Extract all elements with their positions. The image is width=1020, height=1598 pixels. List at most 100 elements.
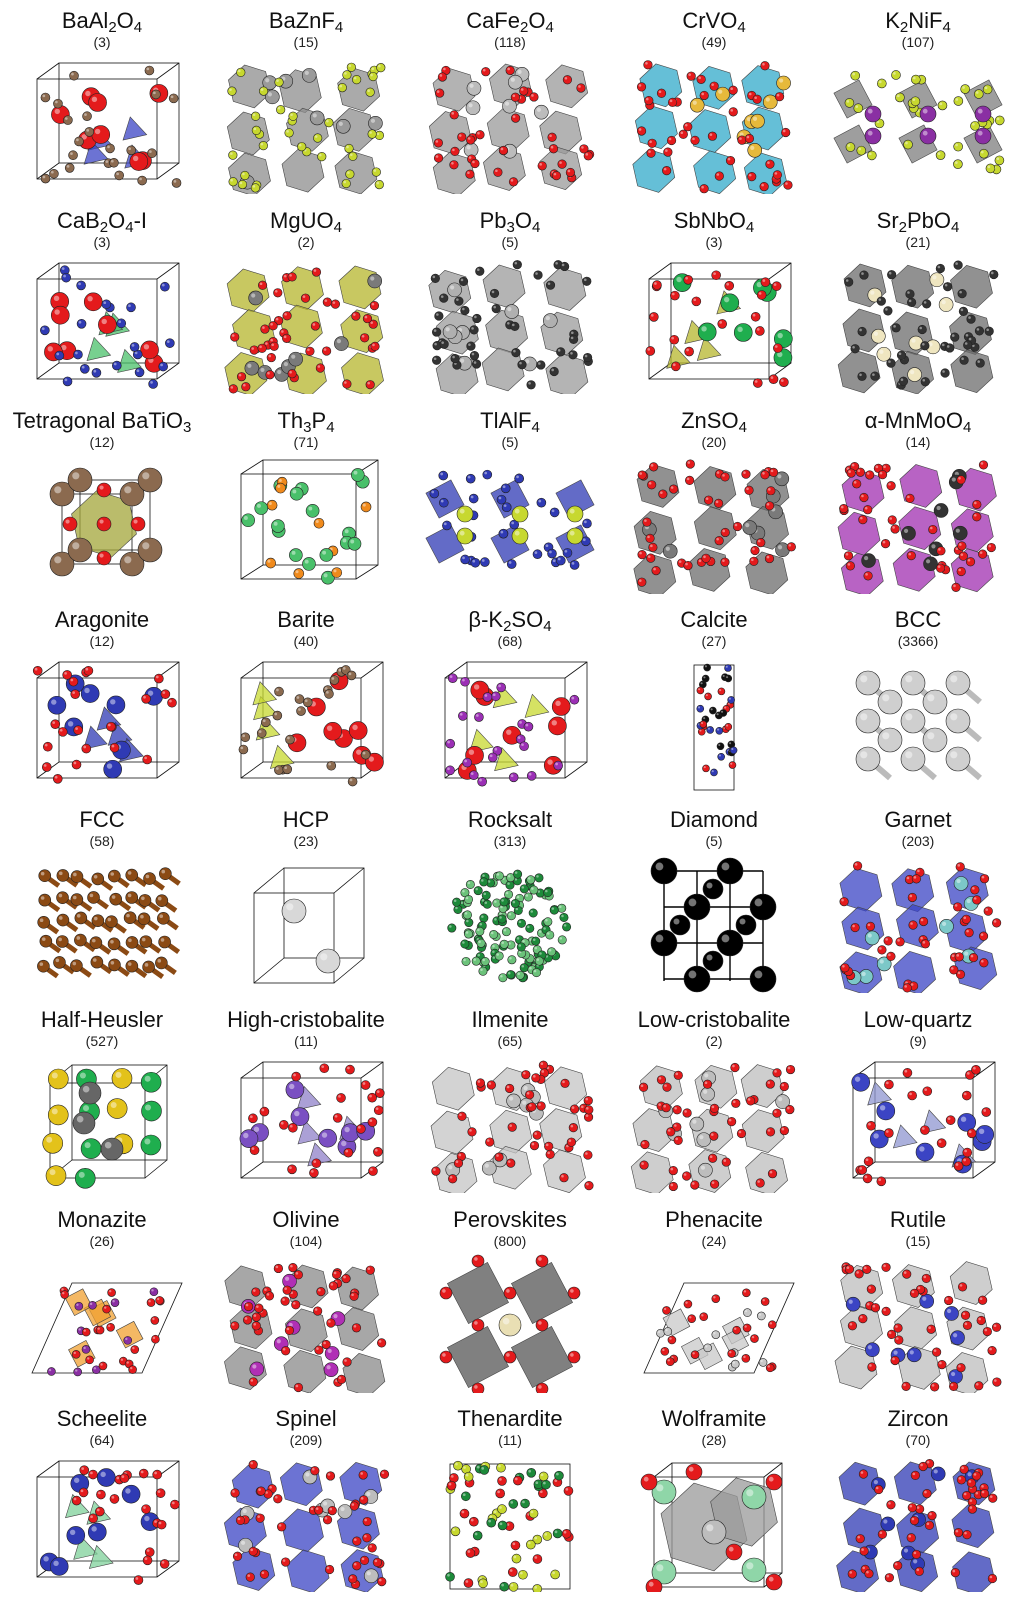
atom bbox=[843, 550, 854, 560]
atom bbox=[473, 886, 483, 896]
atom bbox=[767, 1168, 778, 1179]
atom bbox=[491, 691, 501, 702]
atom bbox=[330, 299, 340, 309]
atom bbox=[155, 1295, 164, 1305]
atom bbox=[526, 875, 536, 885]
atom bbox=[511, 505, 529, 522]
atom bbox=[902, 983, 912, 993]
atom bbox=[274, 77, 284, 87]
atom bbox=[79, 363, 90, 374]
atom bbox=[951, 582, 961, 592]
atom bbox=[105, 143, 115, 154]
atom bbox=[464, 929, 474, 939]
atom bbox=[901, 1381, 911, 1391]
atom bbox=[313, 517, 325, 529]
atom bbox=[264, 1290, 275, 1301]
formula-text: FCC bbox=[79, 807, 125, 832]
structure-count: (24) bbox=[701, 1232, 727, 1249]
atom bbox=[648, 542, 658, 552]
atom bbox=[911, 874, 922, 884]
atom bbox=[277, 1522, 287, 1532]
atom bbox=[489, 288, 500, 298]
atom bbox=[678, 129, 688, 139]
atom bbox=[505, 65, 515, 76]
formula-text: MgUO bbox=[270, 207, 334, 233]
atom bbox=[683, 965, 711, 993]
structure-count: (203) bbox=[901, 833, 935, 849]
atom bbox=[760, 469, 770, 479]
structure-count: (107) bbox=[901, 34, 935, 50]
atom bbox=[508, 177, 519, 187]
atom bbox=[123, 911, 137, 925]
coordination-polyhedron bbox=[252, 681, 278, 706]
structure-cell: Tetragonal BaTiO3 (12) bbox=[0, 400, 204, 600]
atom bbox=[519, 963, 529, 973]
crystal-structure-rendering bbox=[428, 63, 595, 194]
atom bbox=[314, 1344, 324, 1355]
atom bbox=[491, 303, 501, 313]
atom bbox=[765, 1127, 776, 1137]
atom bbox=[569, 695, 580, 705]
atom bbox=[323, 1361, 339, 1377]
structure-name: HCP bbox=[204, 807, 408, 833]
crystal-structure-rendering bbox=[836, 1459, 998, 1593]
atom bbox=[309, 1167, 319, 1178]
atom bbox=[459, 1509, 470, 1519]
atom bbox=[432, 327, 442, 337]
atom bbox=[348, 151, 358, 161]
structure-cell: Barite (40) bbox=[204, 599, 408, 799]
atom bbox=[717, 318, 728, 329]
atom bbox=[98, 315, 117, 334]
atom bbox=[749, 965, 777, 993]
formula-subscript: 4 bbox=[543, 618, 552, 636]
atom bbox=[241, 381, 251, 392]
atom bbox=[966, 1128, 977, 1138]
atom bbox=[256, 728, 267, 739]
atom bbox=[982, 1326, 992, 1336]
atom bbox=[251, 125, 261, 135]
atom bbox=[936, 1138, 947, 1148]
atom bbox=[583, 1095, 593, 1106]
atom bbox=[887, 514, 897, 525]
atom bbox=[62, 670, 72, 680]
atom bbox=[72, 1111, 96, 1135]
atom bbox=[730, 1359, 740, 1368]
formula-subscript: 4 bbox=[737, 19, 746, 36]
atom bbox=[506, 558, 517, 569]
atom bbox=[498, 528, 509, 539]
atom bbox=[351, 467, 365, 482]
atom bbox=[683, 122, 693, 132]
atom bbox=[510, 321, 520, 331]
atom bbox=[458, 711, 468, 721]
structure-cell: HCP (23) bbox=[204, 799, 408, 999]
atom bbox=[547, 947, 557, 957]
atom bbox=[146, 1297, 156, 1307]
atom bbox=[291, 1299, 301, 1309]
atom bbox=[741, 1484, 767, 1510]
atom bbox=[76, 280, 86, 290]
atom bbox=[672, 1104, 682, 1115]
atom bbox=[325, 1471, 336, 1481]
atom bbox=[690, 1349, 700, 1359]
formula-text: High-cristobalite bbox=[227, 1006, 385, 1032]
atom bbox=[914, 1566, 924, 1577]
atom bbox=[109, 892, 122, 906]
atom bbox=[496, 494, 507, 504]
atom bbox=[74, 1167, 96, 1189]
atom bbox=[548, 144, 559, 154]
atom bbox=[324, 689, 334, 699]
atom bbox=[656, 88, 667, 98]
atom bbox=[858, 514, 868, 524]
atom bbox=[877, 727, 903, 753]
coordination-polyhedron bbox=[545, 353, 589, 394]
structure-cell: BCC (3366) bbox=[816, 599, 1020, 799]
atom bbox=[87, 1522, 107, 1542]
structure-count: (21) bbox=[905, 233, 931, 250]
atom bbox=[319, 547, 334, 562]
atom bbox=[450, 353, 460, 363]
atom bbox=[887, 269, 897, 280]
atom bbox=[365, 753, 384, 772]
atom bbox=[265, 369, 275, 380]
atom bbox=[945, 670, 971, 696]
atom bbox=[266, 499, 278, 511]
